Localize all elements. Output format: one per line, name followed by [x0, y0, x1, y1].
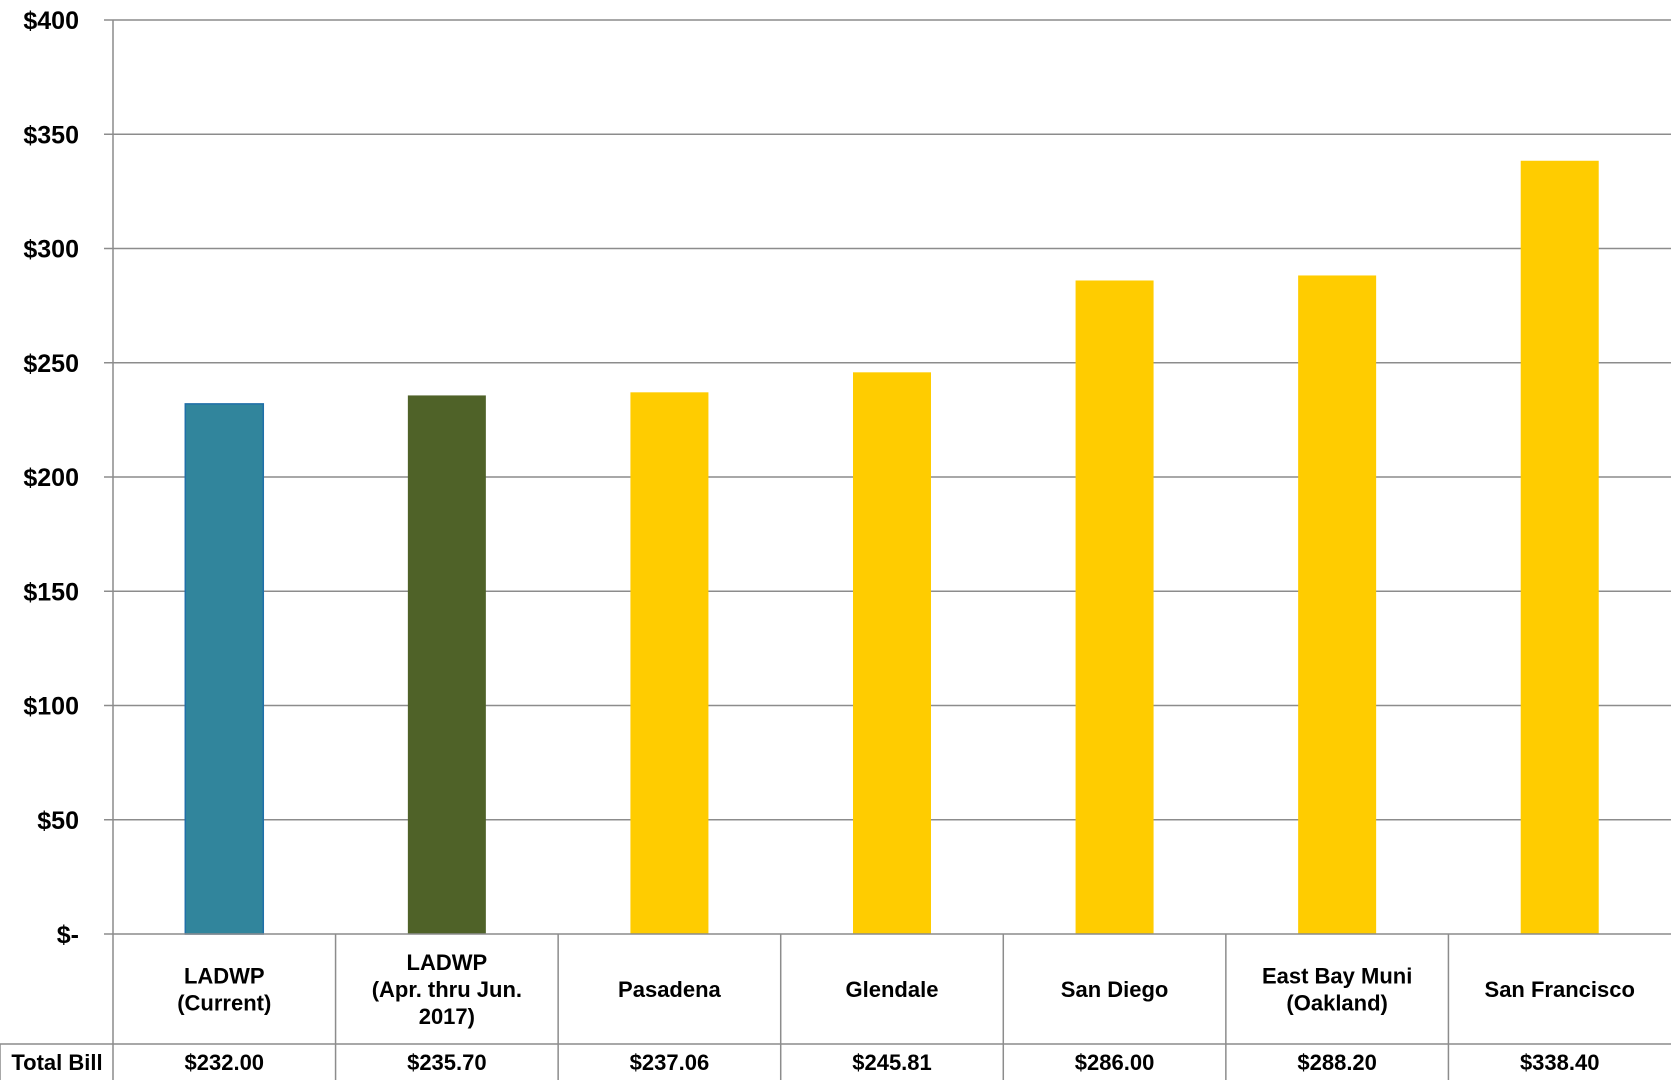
y-tick-label: $100: [23, 693, 79, 721]
data-label: $338.40: [1520, 1050, 1600, 1075]
bar: [1520, 160, 1599, 935]
bar: [407, 395, 486, 934]
x-tick-label: Pasadena: [618, 977, 721, 1002]
x-tick-label: San Diego: [1061, 977, 1169, 1002]
y-axis: $- $50 $100 $150 $200 $250 $300 $350 $400: [23, 7, 114, 949]
bars: [184, 160, 1599, 935]
y-tick-label: $400: [23, 7, 79, 35]
x-tick-label-line: (Oakland): [1286, 991, 1387, 1016]
x-tick-label-line: Pasadena: [618, 977, 721, 1002]
x-tick-label: East Bay Muni (Oakland): [1262, 964, 1412, 1016]
y-tick-label: $50: [37, 807, 79, 835]
bar: [1075, 280, 1154, 934]
y-tick-label: $-: [57, 921, 79, 949]
x-tick-label-line: (Current): [177, 991, 271, 1016]
y-tick-label: $250: [23, 350, 79, 378]
data-label: $235.70: [407, 1050, 487, 1075]
bar: [630, 392, 709, 935]
y-tick-label: $200: [23, 464, 79, 492]
data-label: $288.20: [1297, 1050, 1377, 1075]
x-tick-label-line: San Diego: [1061, 977, 1169, 1002]
x-tick-label: Glendale: [846, 977, 939, 1002]
x-tick-label-line: East Bay Muni: [1262, 964, 1412, 989]
x-tick-label-line: San Francisco: [1485, 977, 1635, 1002]
x-tick-label-line: LADWP: [184, 964, 265, 989]
x-tick-label-line: LADWP: [407, 950, 488, 975]
bar: [853, 372, 931, 934]
bar: [184, 403, 265, 935]
data-table: LADWP (Current)LADWP (Apr. thru Jun. 2017)P…: [0, 933, 1671, 1080]
data-label: $286.00: [1075, 1050, 1155, 1075]
data-label: $232.00: [185, 1050, 265, 1075]
data-label: $237.06: [630, 1050, 710, 1075]
x-tick-label: LADWP (Apr. thru Jun. 2017): [372, 950, 522, 1029]
bar: [1298, 275, 1377, 934]
x-tick-label-line: Glendale: [846, 977, 939, 1002]
x-tick-label: San Francisco: [1485, 977, 1635, 1002]
x-tick-label-line: (Apr. thru Jun.: [372, 977, 522, 1002]
y-tick-label: $350: [23, 121, 79, 149]
x-tick-label: LADWP (Current): [177, 964, 271, 1016]
x-tick-label-line: 2017): [419, 1004, 475, 1029]
table-row-label: Total Bill: [11, 1050, 102, 1075]
y-tick-label: $150: [23, 578, 79, 606]
data-label: $245.81: [852, 1050, 932, 1075]
y-tick-label: $300: [23, 236, 79, 264]
